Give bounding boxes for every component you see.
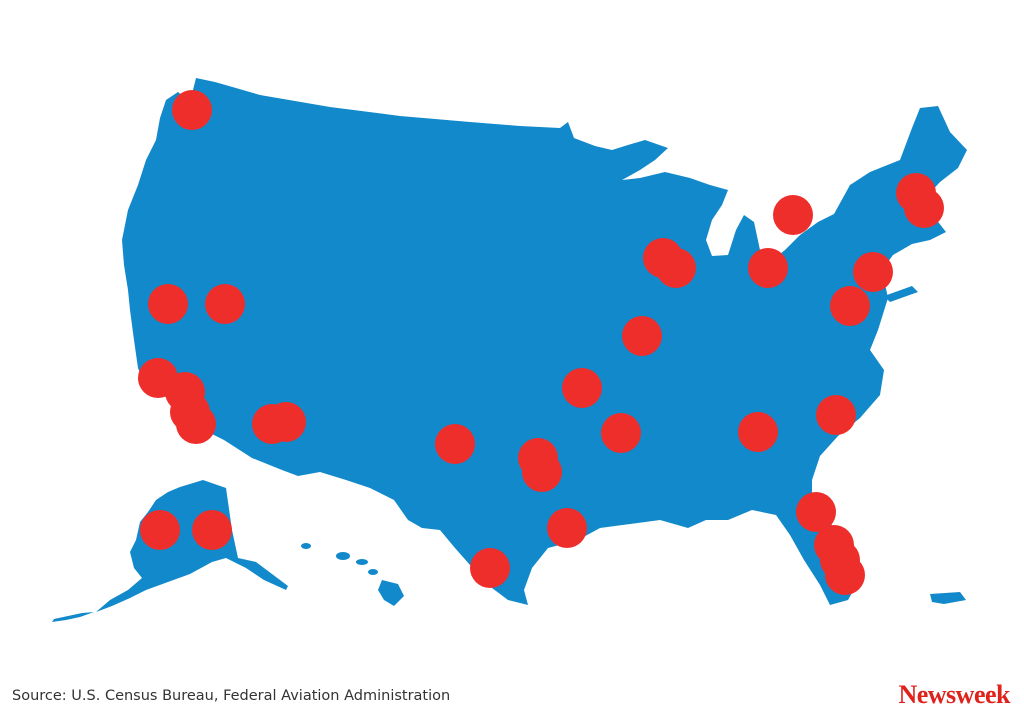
marker-houston [547, 508, 587, 548]
marker-memphis [601, 413, 641, 453]
marker-buffalo [773, 195, 813, 235]
marker-sacramento [148, 284, 188, 324]
marker-miami [825, 555, 865, 595]
marker-charlotte [816, 395, 856, 435]
aleutian-islands-shape [52, 612, 94, 622]
contiguous-us-shape [122, 78, 967, 605]
newsweek-logo: Newsweek [898, 680, 1010, 709]
hawaii-shape [301, 543, 404, 606]
marker-el-paso [435, 424, 475, 464]
marker-new-york [853, 252, 893, 292]
marker-atlanta [738, 412, 778, 452]
marker-anchorage [140, 510, 180, 550]
long-island-shape [884, 286, 918, 302]
marker-jacksonville [796, 492, 836, 532]
marker-tucson [266, 402, 306, 442]
marker-columbus [748, 248, 788, 288]
marker-san-antonio [470, 548, 510, 588]
alaska-shape [96, 480, 288, 612]
puerto-rico-shape [930, 592, 966, 604]
city-markers [138, 90, 944, 595]
marker-fort-worth [522, 452, 562, 492]
source-note: Source: U.S. Census Bureau, Federal Avia… [12, 688, 451, 704]
marker-oklahoma-city [562, 368, 602, 408]
marker-fairbanks [192, 510, 232, 550]
marker-chicago-2 [656, 248, 696, 288]
marker-st-louis [622, 316, 662, 356]
marker-reno [205, 284, 245, 324]
marker-washington-dc [830, 286, 870, 326]
marker-seattle [172, 90, 212, 130]
marker-boston-2 [904, 188, 944, 228]
marker-san-diego [176, 404, 216, 444]
